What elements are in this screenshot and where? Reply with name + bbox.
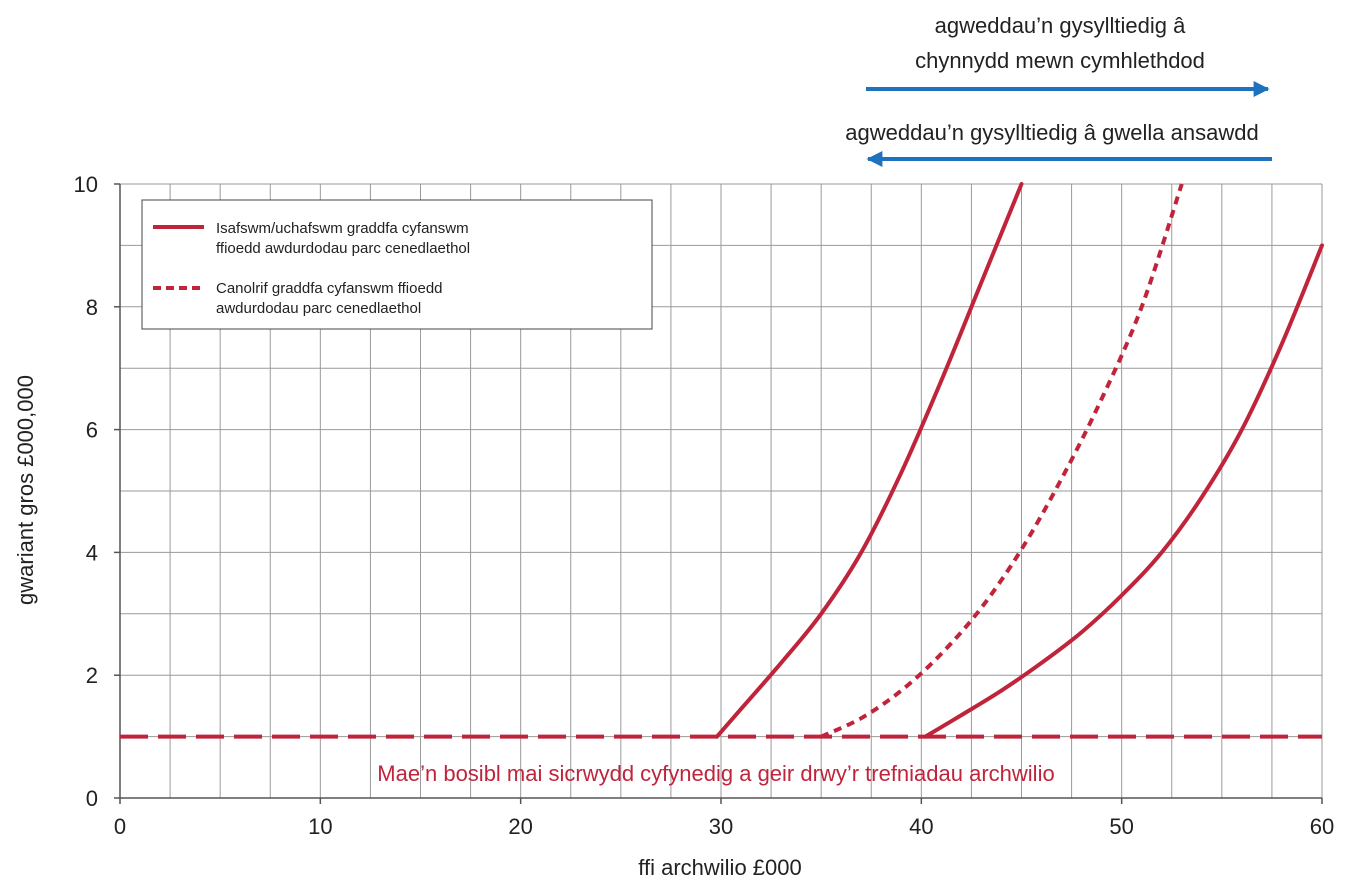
legend-label-2-line-1: Canolrif graddfa cyfanswm ffioedd xyxy=(216,280,443,297)
series-line-1 xyxy=(714,182,1024,739)
threshold-note: Mae’n bosibl mai sicrwydd cyfynedig a ge… xyxy=(377,761,1054,786)
annotation-bottom-line: agweddau’n gysylltiedig â gwella ansawdd xyxy=(845,120,1258,145)
legend: Isafswm/uchafswm graddfa cyfanswm ffioed… xyxy=(141,199,653,330)
series-line-2 xyxy=(820,183,1184,739)
annotation-top-line-1: agweddau’n gysylltiedig â xyxy=(935,13,1186,38)
legend-label-1-line-1: Isafswm/uchafswm graddfa cyfanswm xyxy=(216,220,469,237)
y-tick-label: 8 xyxy=(86,295,98,320)
legend-label-2-line-2: awdurdodau parc cenedlaethol xyxy=(216,300,421,317)
series-line-3 xyxy=(923,243,1324,739)
x-tick-label: 60 xyxy=(1310,814,1334,839)
y-tick-label: 10 xyxy=(74,172,98,197)
x-tick-label: 20 xyxy=(508,814,532,839)
y-axis-title: gwariant gros £000,000 xyxy=(13,375,38,605)
y-tick-label: 6 xyxy=(86,418,98,443)
legend-label-1-line-2: ffioedd awdurdodau parc cenedlaethol xyxy=(216,240,470,257)
x-tick-label: 30 xyxy=(709,814,733,839)
x-tick-label: 0 xyxy=(114,814,126,839)
y-tick-label: 0 xyxy=(86,786,98,811)
x-tick-label: 50 xyxy=(1109,814,1133,839)
annotation-top-line-2: chynnydd mewn cymhlethdod xyxy=(915,48,1205,73)
x-axis-title: ffi archwilio £000 xyxy=(638,855,801,880)
x-tick-label: 10 xyxy=(308,814,332,839)
x-tick-label: 40 xyxy=(909,814,933,839)
legend-box xyxy=(141,199,653,330)
y-tick-label: 4 xyxy=(86,540,98,565)
series xyxy=(714,182,1324,739)
y-tick-label: 2 xyxy=(86,663,98,688)
tick-labels: 0 10 20 30 40 50 60 0 2 4 6 8 10 xyxy=(74,172,1335,839)
